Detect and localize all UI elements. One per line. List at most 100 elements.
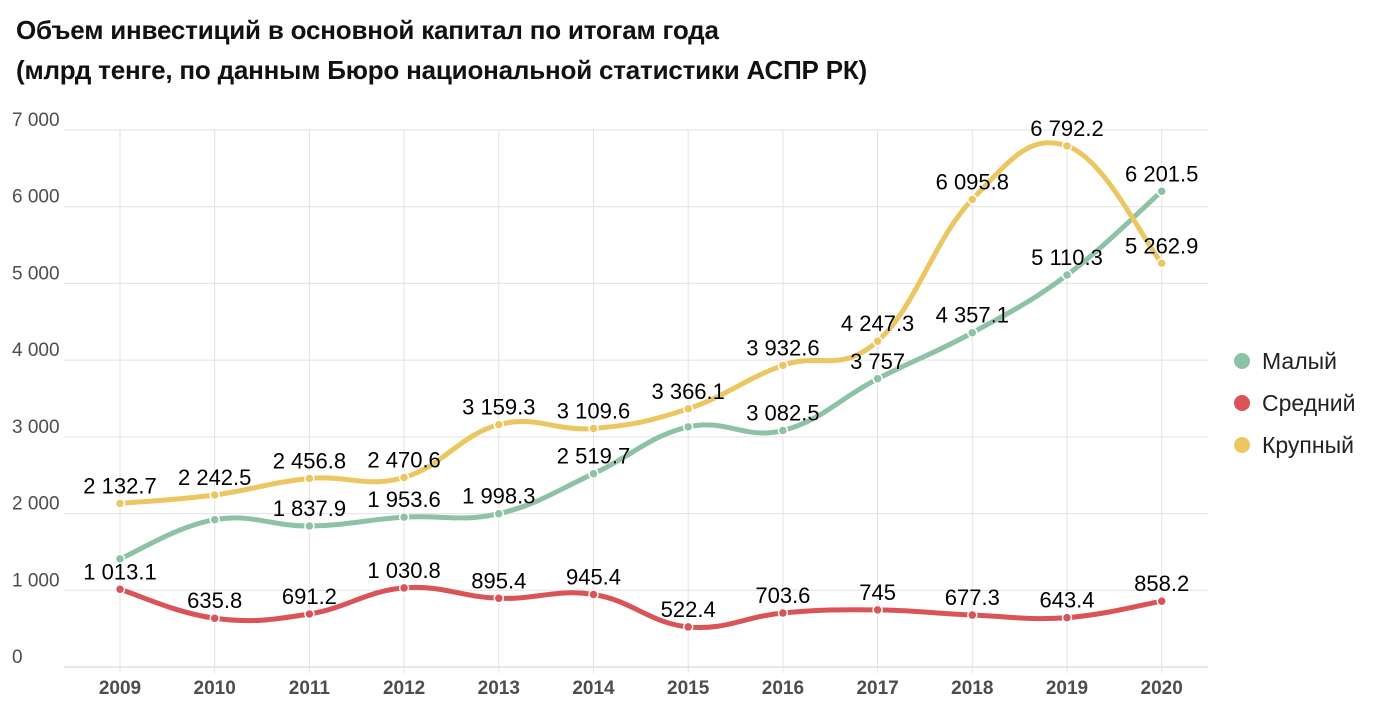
y-tick-label: 1 000 [12,570,60,591]
series-large-point [398,472,410,483]
series-large-data-label: 2 456.8 [273,449,346,474]
series-small-point [304,520,315,532]
series-medium-data-label: 858.2 [1134,571,1189,596]
series-small-data-label: 6 201.5 [1125,161,1198,186]
series-small-point [872,373,883,385]
series-small-point [967,327,978,338]
legend-swatch-large [1234,437,1250,453]
x-tick-label: 2011 [289,678,331,699]
series-large-point [588,423,599,434]
series-large-point [1156,258,1167,269]
series-large-point [493,419,505,430]
series-medium-data-label: 745 [859,580,896,605]
x-tick-label: 2017 [856,678,898,699]
series-large-data-label: 2 470.6 [367,447,440,472]
series-large-point [1061,140,1073,152]
chart-title: Объем инвестиций в основной капитал по и… [16,10,867,90]
series-medium-data-label: 522.4 [661,597,716,622]
series-large-data-label: 3 932.6 [746,335,819,360]
x-tick-label: 2009 [99,678,141,699]
series-small-data-label: 1 837.9 [273,496,346,521]
series-large-point [209,489,220,501]
y-tick-label: 5 000 [12,263,60,284]
series-medium-point [588,589,599,600]
x-tick-label: 2020 [1141,678,1183,699]
series-medium-point [209,612,220,624]
series-large-point [114,498,126,509]
series-large-point [872,335,883,347]
legend-label-medium: Средний [1262,389,1356,416]
series-small-data-label: 1 953.6 [367,487,440,512]
series-small-data-label: 3 757 [850,349,905,374]
series-small-point [1061,269,1073,281]
x-tick-label: 2018 [951,678,993,699]
x-tick-label: 2019 [1046,678,1088,699]
series-large-point [682,403,694,415]
x-tick-label: 2013 [478,678,520,699]
series-medium-point [872,604,883,616]
y-tick-label: 0 [12,647,23,668]
series-large-point [967,194,978,205]
chart-legend: Малый Средний Крупный [1234,340,1356,466]
y-tick-label: 6 000 [12,187,60,208]
series-small-point [588,468,599,479]
series-small-data-label: 5 110.3 [1031,245,1103,270]
series-small-data-label: 1 998.3 [462,484,535,509]
series-medium-point [114,584,126,595]
series-medium-data-label: 1 030.8 [367,558,440,583]
series-small-point [682,421,694,433]
x-tick-label: 2012 [383,678,425,699]
legend-swatch-medium [1234,395,1250,411]
legend-item-large[interactable]: Крупный [1234,424,1356,466]
y-tick-label: 4 000 [12,340,60,361]
series-medium-point [1156,595,1167,607]
x-tick-label: 2016 [762,678,804,699]
series-large-data-label: 2 242.5 [178,465,251,490]
series-small-point [209,514,220,525]
series-medium-data-label: 703.6 [755,583,810,608]
series-small-line [117,188,1165,562]
series-medium-data-label: 691.2 [282,584,337,609]
legend-label-small: Малый [1262,347,1338,374]
series-large-data-label: 6 792.2 [1030,116,1103,141]
legend-item-medium[interactable]: Средний [1234,382,1356,424]
series-small-point [398,511,410,523]
series-large-data-label: 6 095.8 [936,169,1009,194]
series-large-data-label: 4 247.3 [841,311,914,336]
series-medium-point [1061,612,1073,623]
series-small-point [493,508,505,519]
series-medium-point [304,608,315,620]
series-medium-point [777,607,789,619]
series-small-data-label: 3 082.5 [746,401,819,426]
legend-item-small[interactable]: Малый [1234,340,1356,382]
series-medium-point [493,593,505,604]
series-large-data-label: 5 262.9 [1125,233,1198,258]
series-medium-point [398,582,410,594]
series-large-data-label: 3 366.1 [651,379,724,404]
y-tick-label: 2 000 [12,494,60,515]
x-tick-label: 2010 [194,678,236,699]
series-medium-data-label: 677.3 [945,585,1000,610]
series-medium-line [117,584,1165,631]
y-tick-label: 3 000 [12,417,60,438]
series-small-data-label: 4 357.1 [936,303,1009,328]
series-medium-point [682,621,694,633]
chart-title-line-1: Объем инвестиций в основной капитал по и… [16,15,719,45]
series-medium-data-label: 1 013.1 [83,559,156,584]
series-medium-point [967,609,978,621]
series-small-data-label: 2 519.7 [557,444,630,469]
series-medium-data-label: 635.8 [187,588,242,613]
x-tick-label: 2014 [572,678,615,699]
series-large-data-label: 3 109.6 [557,398,630,423]
legend-label-large: Крупный [1262,431,1354,458]
series-medium-data-label: 945.4 [566,564,621,589]
x-tick-label: 2015 [667,678,710,699]
series-large-point [304,473,315,484]
series-large-data-label: 3 159.3 [462,395,535,420]
series-large-data-label: 2 132.7 [83,473,156,498]
series-small-point [114,553,126,565]
y-tick-label: 7 000 [12,110,60,131]
legend-swatch-small [1234,353,1250,369]
series-medium-data-label: 643.4 [1039,588,1094,613]
